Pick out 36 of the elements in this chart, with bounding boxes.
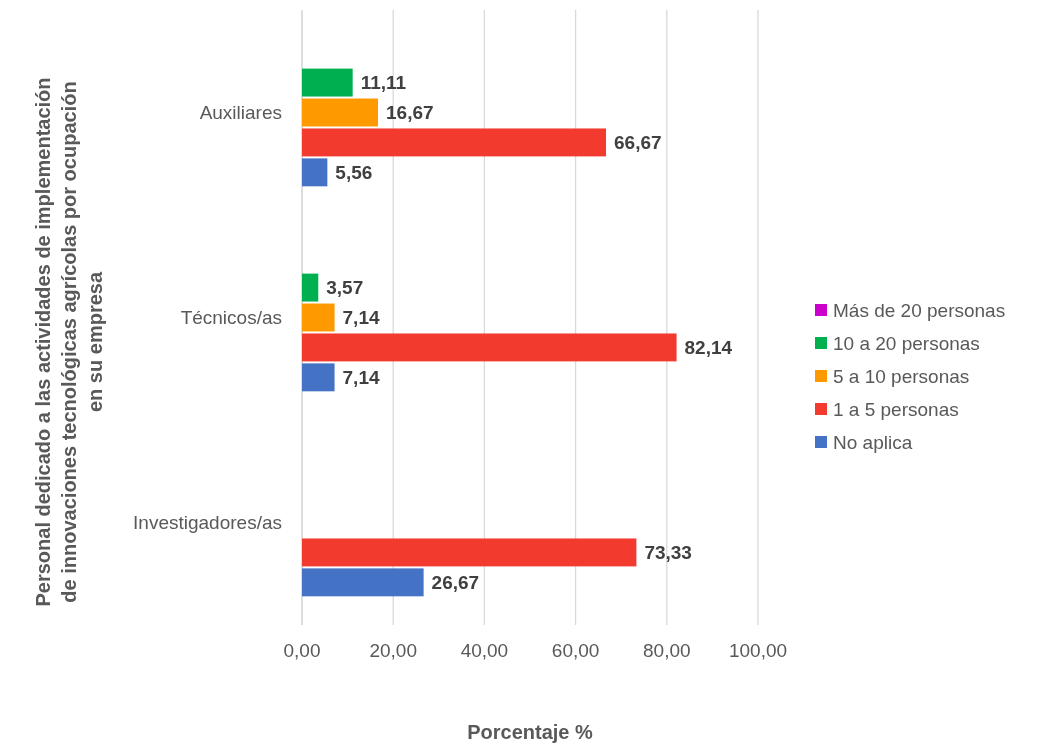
x-tick-label: 80,00	[643, 640, 691, 661]
x-tick-label: 40,00	[460, 640, 509, 661]
y-tick-label: Investigadores/as	[133, 512, 282, 534]
data-label: 73,33	[644, 542, 692, 564]
x-tick-label: 0,00	[283, 640, 321, 661]
y-axis-title: Personal dedicado a las actividades de implementación de innovaciones tecnológicas agrícolas por ocupación en su empresa	[32, 77, 106, 607]
data-label: 66,67	[614, 132, 662, 154]
bar	[302, 128, 607, 157]
x-axis-title: Porcentaje %	[467, 721, 594, 743]
data-label: 5,56	[335, 162, 373, 184]
bar	[302, 303, 335, 332]
bar	[302, 568, 424, 597]
legend-label: No aplica	[833, 431, 913, 453]
legend-label: Más de 20 personas	[833, 299, 1006, 321]
x-tick-label: 100,00	[728, 640, 788, 661]
data-label: 16,67	[386, 102, 434, 124]
legend-label: 1 a 5 personas	[833, 398, 959, 420]
legend-label: 5 a 10 personas	[833, 365, 970, 387]
bar	[302, 333, 677, 362]
x-tick-label: 20,00	[369, 640, 417, 661]
data-label: 11,11	[360, 72, 407, 94]
y-tick-label: Técnicos/as	[180, 307, 282, 329]
bar	[302, 538, 637, 567]
bar	[302, 158, 328, 187]
bar	[302, 363, 335, 392]
bar	[302, 273, 319, 302]
data-label: 7,14	[342, 307, 380, 329]
data-label: 26,67	[431, 572, 480, 594]
legend-label: 10 a 20 personas	[833, 332, 980, 354]
x-tick-label: 60,00	[551, 640, 600, 661]
bar	[302, 98, 379, 127]
y-tick-label: Auxiliares	[199, 102, 282, 124]
data-label: 3,57	[326, 277, 364, 299]
data-label: 7,14	[342, 367, 380, 389]
bar	[302, 68, 353, 97]
data-label: 82,14	[684, 337, 733, 359]
